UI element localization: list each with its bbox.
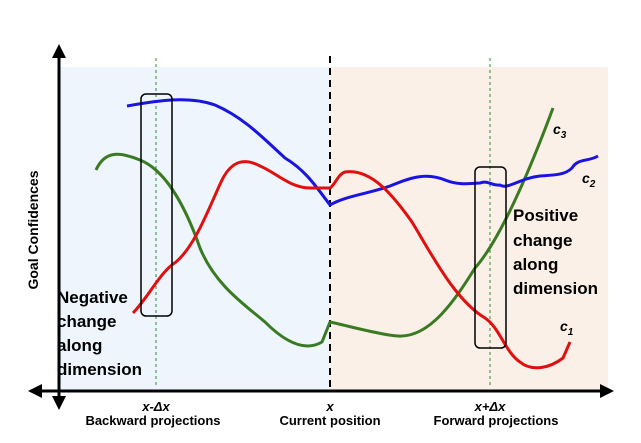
backward-highlight-box xyxy=(140,93,173,317)
negative-line-1: Negative xyxy=(57,288,128,307)
tick-left: x-Δx xyxy=(141,399,170,414)
curve-label-c3: c3 xyxy=(553,121,567,141)
x-axis-left-arrowhead xyxy=(28,384,42,398)
tick-right: x+Δx xyxy=(474,399,507,414)
curve-c3 xyxy=(94,107,555,348)
curve-c1 xyxy=(131,160,572,370)
y-axis-down-arrowhead xyxy=(52,396,66,410)
positive-line-1: Positive xyxy=(513,206,578,225)
positive-line-4: dimension xyxy=(513,279,598,298)
forward-region xyxy=(330,67,608,390)
y-axis-arrowhead xyxy=(52,44,66,58)
negative-line-2: change xyxy=(57,312,117,331)
curve-label-c1: c1 xyxy=(560,318,574,338)
label-current: Current position xyxy=(279,413,380,428)
label-forward: Forward projections xyxy=(434,413,559,428)
positive-line-2: change xyxy=(513,231,573,250)
curve-label-c2: c2 xyxy=(582,170,596,190)
negative-line-3: along xyxy=(57,336,102,355)
curve-c2 xyxy=(126,98,599,207)
y-axis-label: Goal Confidences xyxy=(25,170,41,289)
forward-highlight-box xyxy=(474,166,507,349)
negative-line-4: dimension xyxy=(57,360,142,379)
positive-line-3: along xyxy=(513,255,558,274)
x-axis-right-arrowhead xyxy=(600,384,614,398)
tick-center: x xyxy=(325,399,334,414)
label-backward: Backward projections xyxy=(85,413,220,428)
